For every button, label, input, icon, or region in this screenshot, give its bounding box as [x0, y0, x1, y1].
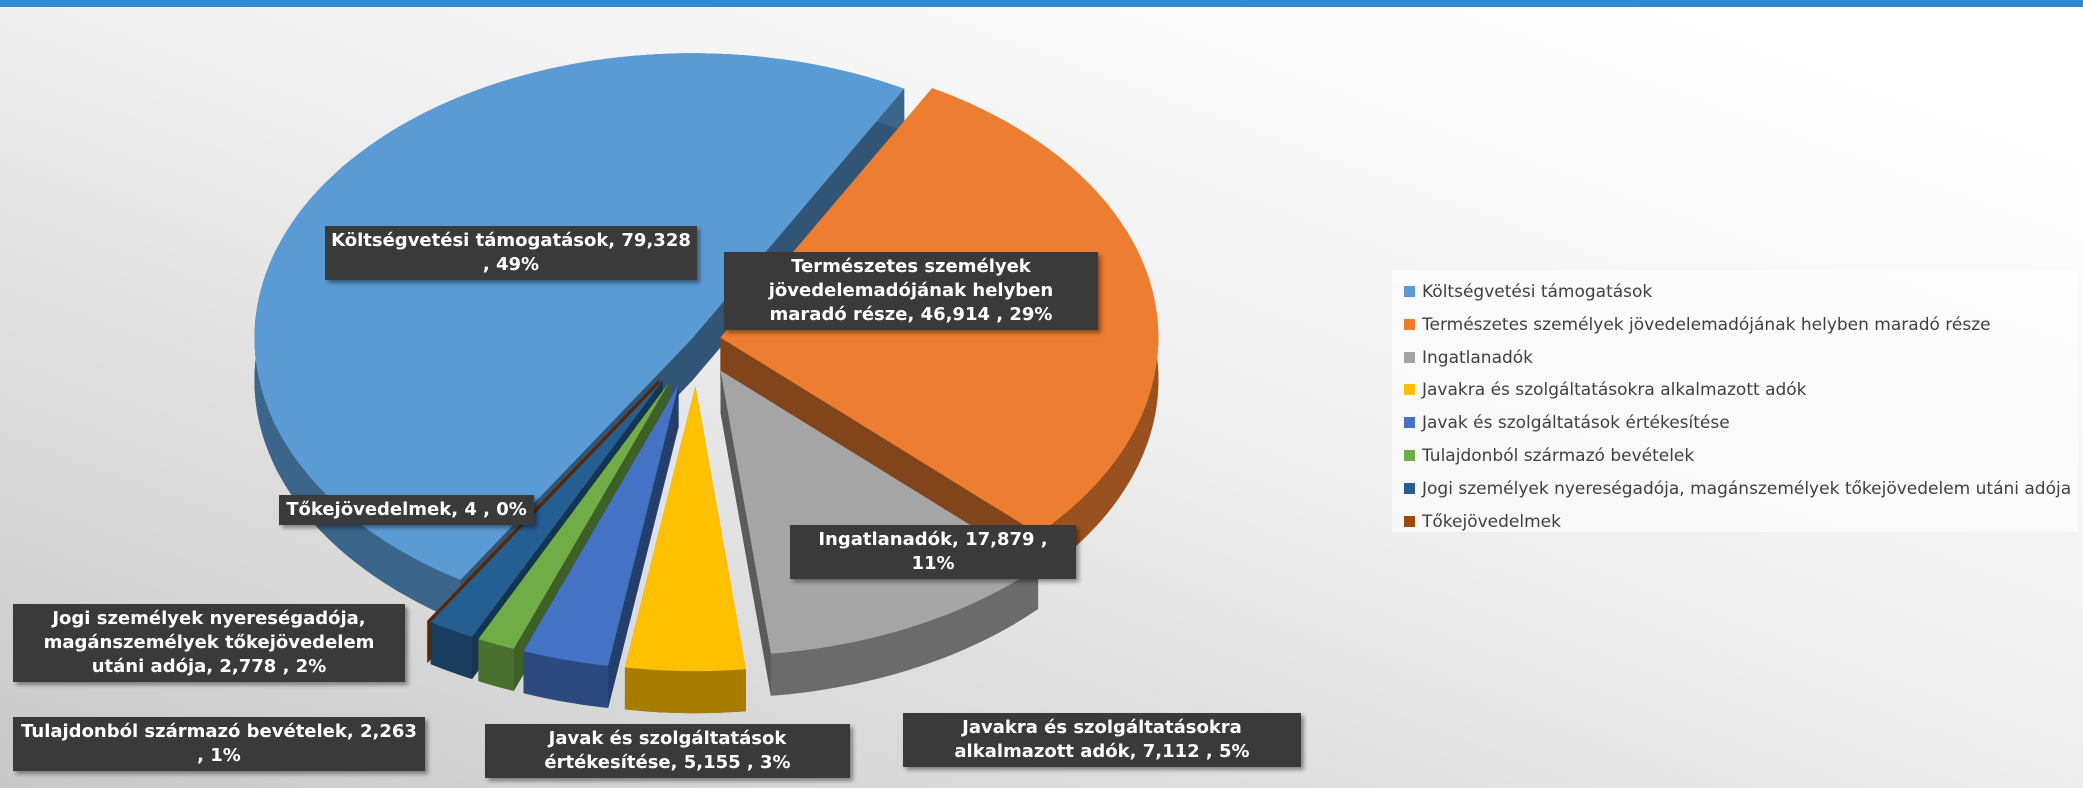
slice [430, 380, 663, 637]
legend-swatch [1404, 384, 1415, 396]
slice [523, 384, 679, 666]
slice-rim [770, 566, 1039, 696]
data-label: Javak és szolgáltatások értékesítése, 5,… [485, 724, 850, 778]
legend-item: Ingatlanadók [1404, 348, 1533, 368]
legend-swatch [1404, 515, 1415, 527]
legend-label: Tőkejövedelmek [1422, 511, 1561, 532]
slice-rim [523, 651, 609, 708]
legend-label: Javak és szolgáltatások értékesítése [1422, 413, 1730, 434]
legend-item: Tulajdonból származó bevételek [1404, 446, 1694, 466]
slice-rim [430, 622, 473, 679]
slice [254, 53, 905, 581]
legend-swatch [1404, 351, 1415, 363]
data-label: Javakra és szolgáltatásokra alkalmazott … [903, 713, 1301, 767]
legend-swatch [1404, 417, 1415, 429]
legend-label: Természetes személyek jövedelemadójának … [1422, 314, 1991, 335]
legend-label: Jogi személyek nyereségadója, magánszemé… [1422, 478, 2072, 499]
slice-side [608, 384, 679, 708]
legend-swatch [1404, 450, 1415, 461]
legend-label: Költségvetési támogatások [1422, 282, 1653, 302]
legend-item: Javak és szolgáltatások értékesítése [1404, 413, 1730, 433]
data-label: Természetes személyek jövedelemadójának … [724, 252, 1098, 330]
data-label: Költségvetési támogatások, 79,328 , 49% [325, 226, 697, 280]
slice [624, 386, 746, 672]
slice [720, 370, 1039, 654]
legend-swatch [1404, 286, 1415, 297]
slice-rim [478, 639, 514, 691]
legend-item: Tőkejövedelmek [1404, 512, 1561, 532]
legend-item: Javakra és szolgáltatásokra alkalmazott … [1404, 380, 1807, 400]
data-label: Jogi személyek nyereségadója, magánszemé… [13, 604, 405, 682]
legend-label: Tulajdonból származó bevételek [1422, 446, 1695, 466]
legend-swatch [1404, 318, 1415, 330]
legend-item: Költségvetési támogatások [1404, 282, 1652, 302]
legend-item: Természetes személyek jövedelemadójának … [1404, 315, 1991, 335]
slice [427, 379, 660, 621]
legend-item: Jogi személyek nyereségadója, magánszemé… [1404, 479, 2071, 499]
data-label: Ingatlanadók, 17,879 , 11% [790, 525, 1076, 579]
legend-label: Javakra és szolgáltatásokra alkalmazott … [1422, 380, 1807, 401]
top-bar [0, 0, 2083, 7]
data-label: Tőkejövedelmek, 4 , 0% [279, 495, 534, 525]
legend: Költségvetési támogatások Természetes sze… [1392, 270, 2078, 532]
legend-label: Ingatlanadók [1422, 347, 1534, 368]
legend-swatch [1404, 482, 1415, 494]
data-label: Tulajdonból származó bevételek, 2,263 , … [13, 717, 425, 771]
slice-side [720, 337, 1038, 576]
slice [478, 382, 669, 649]
slice-rim [624, 667, 746, 714]
slice-side [720, 370, 771, 696]
